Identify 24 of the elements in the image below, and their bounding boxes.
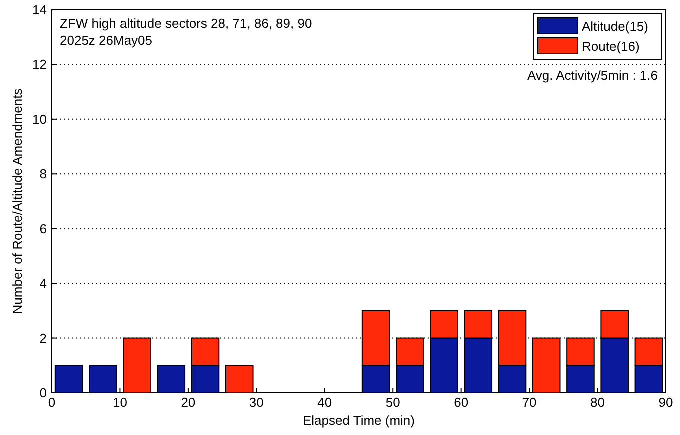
- y-tick-label: 4: [40, 276, 47, 292]
- x-tick-label: 90: [658, 395, 674, 410]
- x-tick-label: 50: [386, 395, 400, 410]
- x-tick-label: 60: [454, 395, 469, 410]
- x-tick-label: 80: [590, 395, 606, 410]
- y-tick-label: 12: [32, 57, 47, 72]
- x-tick-label: 40: [318, 395, 332, 410]
- y-tick-label: 14: [32, 2, 47, 18]
- x-axis-title: Elapsed Time (min): [303, 413, 415, 428]
- y-tick-label: 2: [40, 330, 47, 346]
- y-tick-label: 10: [32, 112, 47, 127]
- x-tick-label: 30: [249, 395, 264, 410]
- y-tick-label: 6: [40, 221, 47, 236]
- legend-label: Altitude(15): [582, 19, 648, 34]
- y-tick-label: 0: [40, 386, 47, 400]
- y-tick-label: 8: [40, 166, 47, 182]
- x-tick-label: 10: [112, 395, 128, 410]
- annotation: 2025z 26May05: [60, 33, 153, 48]
- annotation: ZFW high altitude sectors 28, 71, 86, 89, 90: [60, 16, 312, 31]
- legend-label: Route(16): [582, 39, 640, 54]
- annotation: Avg. Activity/5min : 1.6: [527, 68, 658, 83]
- x-tick-label: 20: [181, 395, 196, 410]
- x-tick-label: 70: [522, 395, 537, 410]
- y-axis-title: Number of Route/Altitude Amendments: [10, 88, 25, 314]
